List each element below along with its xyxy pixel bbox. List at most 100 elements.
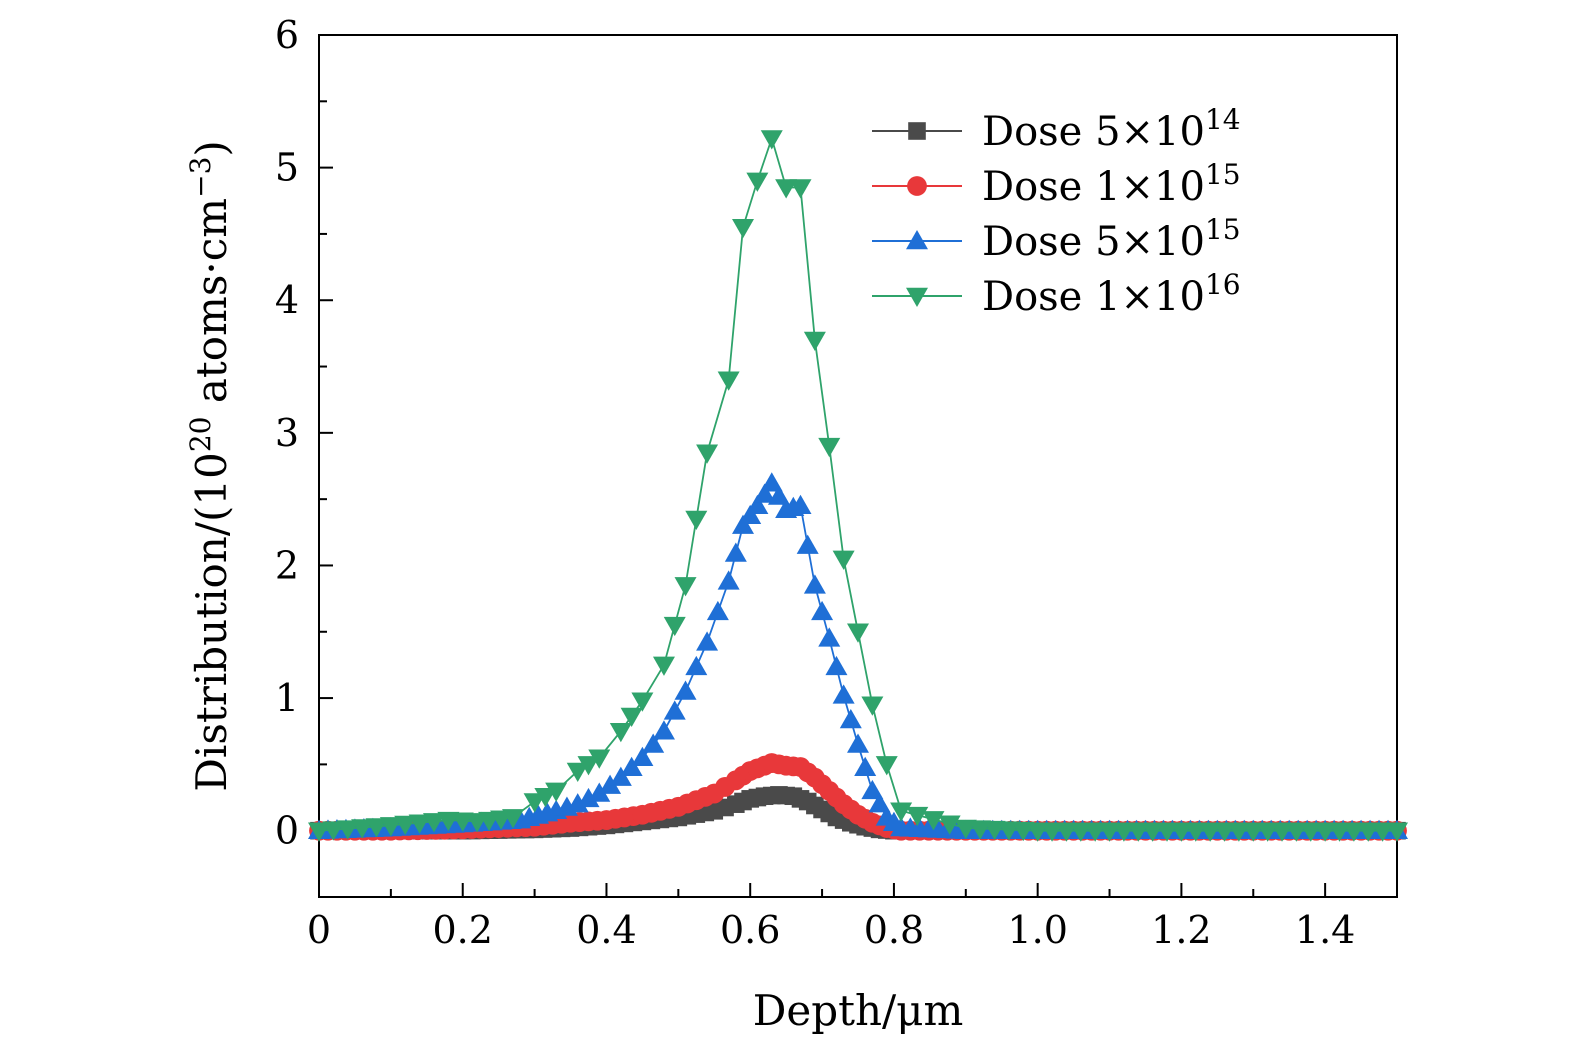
data-point (642, 733, 665, 753)
legend-label-text: Dose 5×10 (982, 219, 1205, 265)
data-point (847, 623, 869, 643)
data-point (746, 494, 769, 515)
data-point (717, 570, 740, 590)
legend-label-exponent: 15 (1205, 213, 1241, 246)
data-point (308, 822, 330, 842)
data-point (717, 371, 740, 391)
data-point (1328, 822, 1351, 842)
x-tick-label: 0 (307, 908, 331, 952)
data-point (1069, 822, 1092, 842)
data-point (685, 510, 708, 531)
data-point (1299, 822, 1322, 842)
data-point (789, 179, 812, 199)
legend-label: Dose 5×1015 (982, 213, 1241, 266)
data-point (811, 600, 834, 621)
data-point (674, 680, 697, 700)
data-point (1285, 822, 1308, 842)
data-point (818, 627, 841, 647)
legend-label-exponent: 15 (1205, 158, 1241, 191)
data-point (437, 811, 460, 832)
data-point (620, 756, 643, 776)
data-point (706, 600, 729, 621)
data-point (796, 534, 819, 554)
data-point (566, 762, 589, 783)
data-point (1098, 822, 1121, 842)
data-point (609, 722, 632, 743)
series-4 (308, 130, 1408, 842)
data-point (1314, 822, 1337, 842)
data-point (620, 707, 643, 727)
data-point (652, 656, 675, 676)
data-point (1386, 822, 1408, 842)
data-point (394, 815, 417, 836)
x-axis-title: Depth/μm (753, 986, 964, 1035)
data-point (652, 720, 675, 740)
data-point (1041, 822, 1064, 842)
data-point (861, 696, 884, 716)
y-axis-title: Distribution/(1020 atoms·cm−3) (184, 140, 237, 792)
data-point (631, 746, 654, 767)
data-point (760, 472, 783, 492)
y-tick-label: 2 (275, 543, 299, 587)
data-point (875, 756, 898, 776)
x-tick-label: 1.4 (1295, 908, 1355, 952)
y-tick-label: 3 (275, 411, 299, 455)
plot-frame (318, 34, 1398, 898)
series-3 (308, 472, 1408, 839)
data-point (1342, 822, 1365, 842)
data-point (1371, 822, 1394, 842)
data-point (1127, 822, 1150, 842)
data-point (1012, 821, 1035, 842)
legend-label-exponent: 16 (1205, 268, 1241, 301)
data-point (422, 813, 445, 833)
y-tick-label: 6 (275, 13, 299, 57)
data-point (861, 779, 884, 800)
series-layer (308, 130, 1408, 842)
y-axis-title-prefix: Distribution/(10 (187, 452, 236, 792)
data-point (545, 782, 568, 802)
data-point (1170, 822, 1193, 842)
data-point (451, 812, 474, 832)
data-point (685, 655, 708, 676)
legend-item-4: Dose 1×1016 (872, 268, 1241, 321)
x-tick-label: 0.6 (720, 908, 780, 952)
data-point (599, 774, 622, 794)
data-point (832, 684, 855, 704)
data-point (336, 820, 359, 840)
data-point (818, 437, 841, 458)
data-point (631, 692, 654, 712)
data-point (1055, 822, 1078, 842)
legend-label-text: Dose 5×10 (982, 109, 1205, 155)
data-point (1199, 822, 1222, 842)
legend-label: Dose 1×1015 (982, 158, 1241, 211)
data-point (997, 821, 1020, 841)
legend-label-exponent: 14 (1205, 103, 1241, 136)
legend-item-2: Dose 1×1015 (872, 158, 1241, 211)
data-point (577, 756, 600, 776)
data-point (767, 485, 790, 505)
legend-label: Dose 1×1016 (982, 268, 1241, 321)
y-tick-label: 4 (275, 278, 299, 322)
data-point (739, 504, 762, 524)
y-axis-title-exp2: −3 (184, 157, 217, 198)
data-point (1026, 822, 1049, 842)
x-tick-label: 0.2 (433, 908, 493, 952)
data-point (854, 756, 877, 776)
data-point (1156, 822, 1179, 842)
data-point (746, 172, 769, 192)
data-point (732, 219, 755, 239)
y-tick-label: 5 (275, 146, 299, 190)
data-point (1227, 822, 1250, 842)
data-point (534, 787, 557, 808)
data-point (832, 550, 855, 570)
series-line (318, 481, 1397, 832)
data-point (1242, 822, 1265, 842)
data-point (674, 577, 697, 597)
legend-marker (906, 287, 928, 307)
legend-marker (907, 176, 927, 196)
data-point (1357, 822, 1380, 842)
data-point (365, 818, 388, 838)
data-point (760, 130, 783, 150)
